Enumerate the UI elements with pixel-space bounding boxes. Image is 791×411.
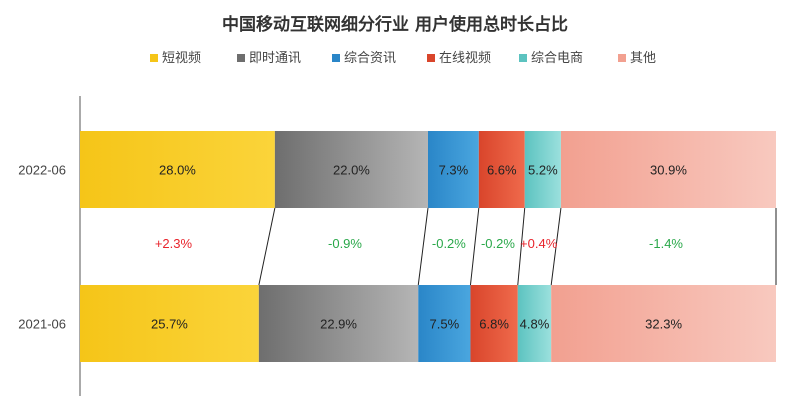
data-label-2022-06-4: 5.2% [528, 163, 558, 178]
legend-label-3: 在线视频 [439, 51, 491, 66]
bar-2022-06-4 [524, 131, 561, 208]
data-label-2021-06-5: 32.3% [645, 317, 682, 332]
connector-line-2 [469, 207, 480, 286]
data-label-2022-06-1: 22.0% [333, 163, 370, 178]
category-labels-layer: 2022-06 2021-06 [18, 163, 66, 332]
change-label-1: -0.9% [328, 236, 362, 251]
bar-2022-06-5 [560, 131, 776, 208]
data-label-2022-06-2: 7.3% [439, 163, 469, 178]
connectors-layer [258, 207, 777, 286]
change-label-0: +2.3% [155, 236, 193, 251]
data-label-2021-06-4: 4.8% [520, 317, 550, 332]
legend-label-5: 其他 [630, 51, 656, 66]
legend-swatch-1 [237, 54, 245, 62]
legend-swatch-3 [427, 54, 435, 62]
change-label-2: -0.2% [432, 236, 466, 251]
bar-2022-06-0 [80, 131, 275, 208]
bar-2021-06-2 [418, 285, 471, 362]
legend-label-2: 综合资讯 [344, 51, 396, 66]
data-label-2021-06-1: 22.9% [320, 317, 357, 332]
legend-swatch-0 [150, 54, 158, 62]
legend-swatch-4 [519, 54, 527, 62]
data-label-2022-06-3: 6.6% [487, 163, 517, 178]
connector-line-1 [417, 207, 429, 286]
data-label-2021-06-2: 7.5% [430, 317, 460, 332]
bar-2022-06-1 [274, 131, 428, 208]
change-label-3: -0.2% [481, 236, 515, 251]
change-label-5: -1.4% [649, 236, 683, 251]
data-label-2021-06-0: 25.7% [151, 317, 188, 332]
bar-2021-06-5 [551, 285, 776, 362]
bar-2021-06-0 [80, 285, 259, 362]
legend-swatch-5 [618, 54, 626, 62]
bar-2021-06-1 [258, 285, 419, 362]
data-label-2022-06-5: 30.9% [650, 163, 687, 178]
connector-line-4 [550, 207, 562, 286]
connector-line-0 [258, 207, 276, 286]
bar-2021-06-4 [517, 285, 552, 362]
legend: 短视频 即时通讯 综合资讯 在线视频 综合电商 其他 [150, 51, 656, 66]
category-label-0: 2022-06 [18, 163, 66, 178]
data-label-2021-06-3: 6.8% [479, 317, 509, 332]
legend-label-1: 即时通讯 [249, 51, 301, 66]
bar-2021-06-3 [470, 285, 518, 362]
change-label-4: +0.4% [520, 236, 558, 251]
legend-swatch-2 [332, 54, 340, 62]
category-label-1: 2021-06 [18, 317, 66, 332]
legend-label-4: 综合电商 [531, 51, 583, 66]
segment-labels-layer: 28.0% 22.0% 7.3% 6.6% 5.2% 30.9% 25.7% 22.9% 7.5… [151, 163, 687, 332]
data-label-2022-06-0: 28.0% [159, 163, 196, 178]
bars-layer [80, 131, 776, 362]
legend-label-0: 短视频 [162, 51, 201, 66]
change-labels-layer: +2.3% -0.9% -0.2% -0.2% +0.4% -1.4% [155, 236, 684, 251]
connector-line-3 [517, 207, 526, 286]
bar-2022-06-3 [478, 131, 525, 208]
bar-2022-06-2 [428, 131, 479, 208]
chart-title: 中国移动互联网细分行业 用户使用总时长占比 [222, 14, 568, 35]
